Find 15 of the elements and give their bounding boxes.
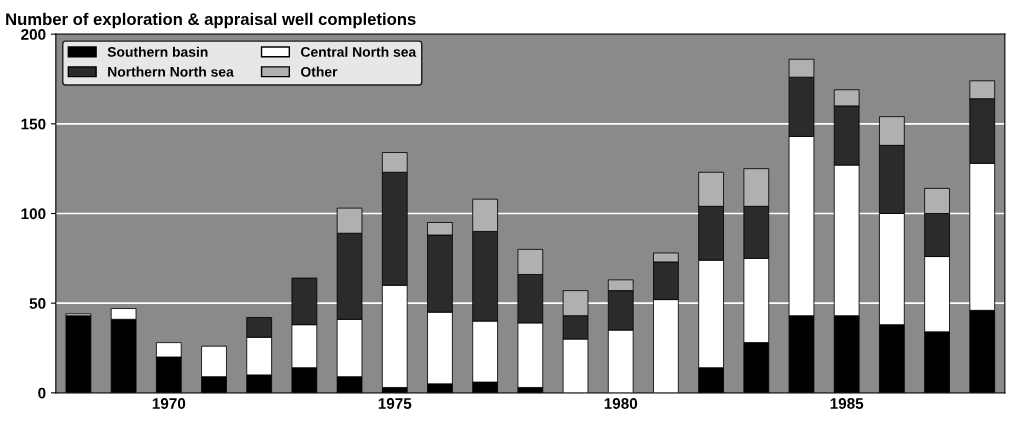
bar: [65, 315, 92, 393]
x-tick-label: 1985: [830, 398, 864, 409]
x-tick-label: 1975: [378, 398, 412, 409]
y-tick-label: 100: [21, 208, 46, 220]
y-tick-label: 50: [29, 298, 46, 309]
chart-title: Number of exploration & appraisal well completions: [6, 12, 416, 29]
legend-label: Central North sea: [301, 46, 417, 57]
y-tick-label: 200: [21, 29, 46, 40]
legend-label: Other: [301, 66, 338, 77]
y-tick-label: 150: [21, 118, 46, 130]
legend-label: Southern basin: [107, 46, 208, 57]
x-tick-label: 1970: [152, 398, 186, 409]
y-tick-label: 0: [38, 387, 46, 399]
legend-label: Northern North sea: [108, 66, 234, 77]
x-tick-label: 1980: [604, 398, 638, 409]
